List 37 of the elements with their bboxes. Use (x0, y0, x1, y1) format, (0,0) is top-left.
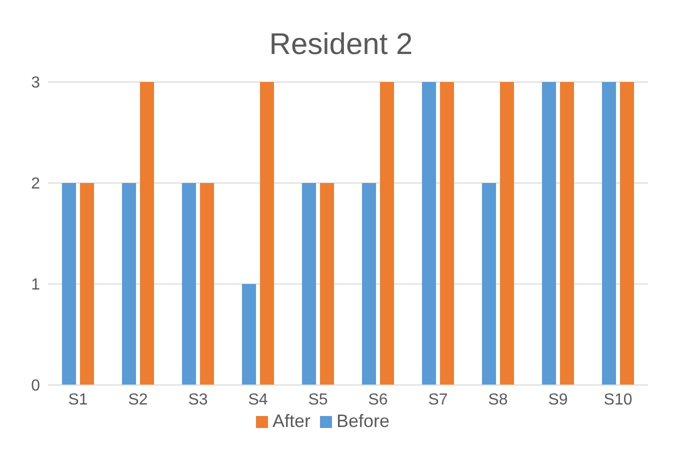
bar (440, 82, 454, 385)
bar (500, 82, 514, 385)
bar (542, 82, 556, 385)
bar (362, 183, 376, 385)
bar (122, 183, 136, 385)
x-tick-label: S9 (548, 391, 568, 408)
y-tick-label: 2 (31, 176, 40, 193)
bar (140, 82, 154, 385)
bar (182, 183, 196, 385)
bar (482, 183, 496, 385)
bar (602, 82, 616, 385)
bar (380, 82, 394, 385)
x-tick-label: S4 (248, 391, 268, 408)
x-tick-label: S3 (188, 391, 208, 408)
legend-label: After (272, 411, 310, 431)
bar (80, 183, 94, 385)
legend-label: Before (336, 411, 390, 431)
y-tick-label: 1 (31, 276, 40, 294)
bar (422, 82, 436, 385)
x-tick-label: S5 (308, 391, 328, 408)
bar (320, 183, 334, 385)
x-tick-label: S2 (128, 391, 148, 408)
bar (242, 284, 256, 385)
bar (260, 82, 274, 385)
x-tick-label: S8 (488, 391, 508, 408)
x-tick-label: S6 (368, 391, 388, 408)
bar (560, 82, 574, 385)
y-tick-label: 0 (31, 378, 40, 395)
x-tick-label: S7 (428, 391, 448, 408)
bar (302, 183, 316, 385)
chart-title: Resident 2 (268, 27, 414, 63)
x-tick-label: S10 (604, 391, 632, 408)
y-tick-label: 3 (31, 74, 40, 92)
bar (620, 82, 634, 385)
x-tick-label: S1 (68, 391, 88, 408)
bar (62, 183, 76, 385)
bar (200, 183, 214, 385)
